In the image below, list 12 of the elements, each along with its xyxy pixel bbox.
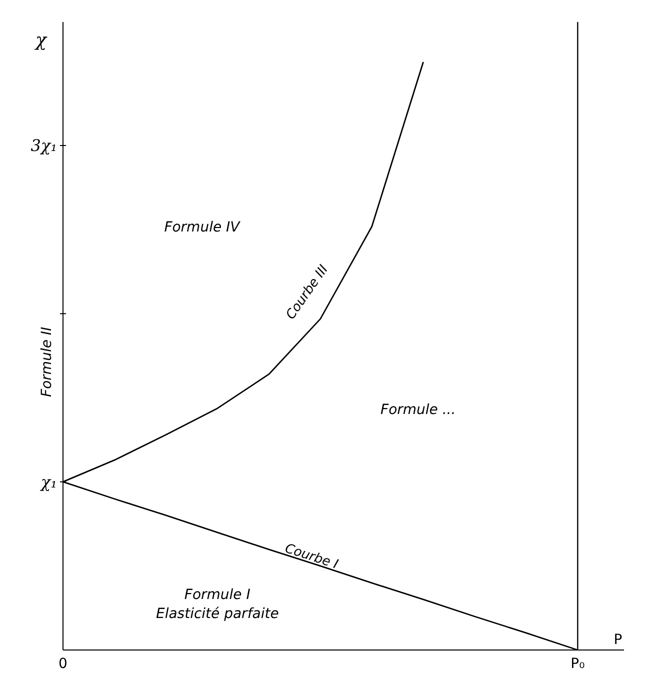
annotation: Elasticité parfaite [156, 606, 279, 622]
text: Formule II [39, 326, 55, 397]
annotation: Formule ... [380, 402, 456, 418]
text: Courbe I [283, 541, 340, 573]
annotation: χ₁ [40, 472, 57, 492]
x-tick-label: 0 [58, 656, 68, 672]
text: 3χ₁ [30, 136, 57, 156]
annotation: Formule IV [164, 220, 242, 236]
x-axis-title: P [614, 632, 622, 648]
x-tick-label: P₀ [570, 656, 586, 672]
annotation: Formule I [184, 587, 250, 604]
y-axis-title: χ [34, 30, 48, 51]
